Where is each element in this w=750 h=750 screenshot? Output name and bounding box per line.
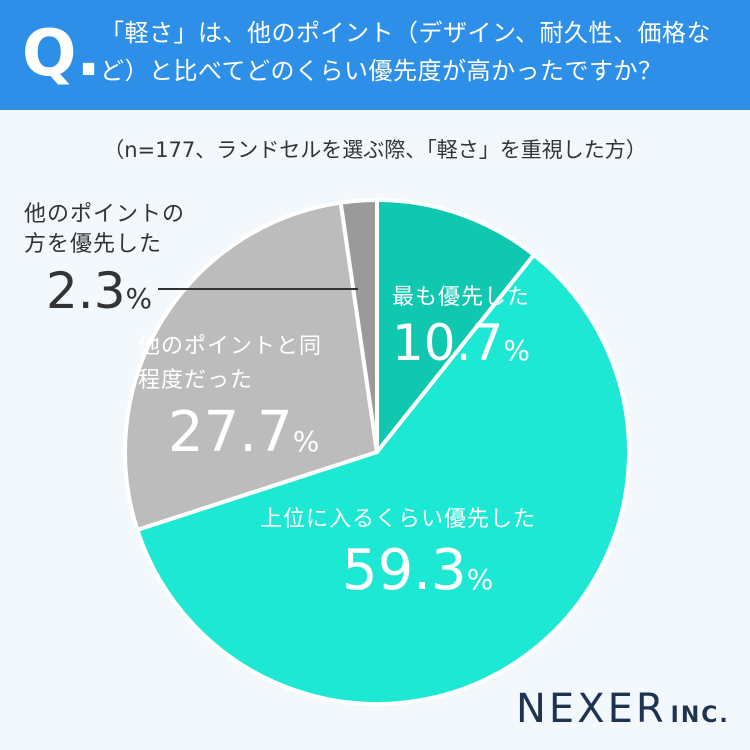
slice-label-top-value-row: 10.7%: [392, 312, 530, 375]
brand-name: NEXER: [516, 686, 667, 732]
slice-label-other-name: 他のポイントの方を優先した: [24, 202, 186, 257]
pie-slice-same-priority: [123, 200, 379, 532]
percent-unit: %: [503, 333, 530, 367]
slice-label-high: 上位に入るくらい優先した 59.3%: [260, 506, 536, 606]
slice-label-high-name: 上位に入るくらい優先した: [260, 507, 537, 532]
slice-label-other-value-row: 2.3%: [46, 260, 204, 323]
slice-label-other-value: 2.3: [46, 262, 126, 320]
q-mark: Q.: [22, 17, 101, 91]
slice-label-top-value: 10.7: [392, 313, 504, 372]
percent-unit: %: [466, 562, 494, 596]
slice-label-high-value: 59.3: [342, 537, 467, 603]
slice-label-same-name: 他のポイントと同程度だった: [138, 334, 323, 393]
slice-label-high-value-row: 59.3%: [342, 536, 536, 606]
slice-label-top: 最も優先した 10.7%: [392, 284, 530, 374]
percent-unit: %: [292, 425, 320, 458]
brand-suffix: INC.: [670, 703, 730, 728]
slice-label-same-value-row: 27.7%: [168, 398, 338, 468]
brand-logo: NEXER INC.: [516, 686, 730, 732]
slice-label-same: 他のポイントと同程度だった 27.7%: [138, 330, 338, 468]
question-header: Q. 「軽さ」は、他のポイント（デザイン、耐久性、価格など）と比べてどのくらい優…: [0, 0, 750, 110]
slice-label-same-value: 27.7: [168, 400, 293, 465]
slice-label-top-name: 最も優先した: [392, 285, 531, 310]
pie-slice-other-priority: [338, 198, 379, 454]
slice-label-other: 他のポイントの方を優先した 2.3%: [24, 200, 204, 323]
sample-note: （n=177、ランドセルを選ぶ際、「軽さ」を重視した方）: [103, 138, 647, 162]
percent-unit: %: [125, 282, 153, 315]
pie-slice-high-priority: [135, 252, 631, 707]
pie-slice-top-priority: [375, 198, 536, 454]
question-text: 「軽さ」は、他のポイント（デザイン、耐久性、価格など）と比べてどのくらい優先度が…: [100, 19, 712, 85]
